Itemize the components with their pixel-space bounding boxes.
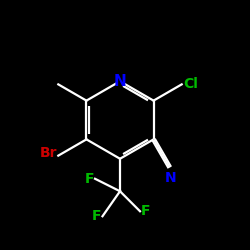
- Text: N: N: [114, 74, 126, 89]
- Text: N: N: [165, 171, 177, 185]
- Text: Br: Br: [40, 146, 57, 160]
- Text: F: F: [84, 172, 94, 186]
- Text: Cl: Cl: [183, 78, 198, 91]
- Text: F: F: [141, 204, 151, 218]
- Text: F: F: [92, 209, 101, 223]
